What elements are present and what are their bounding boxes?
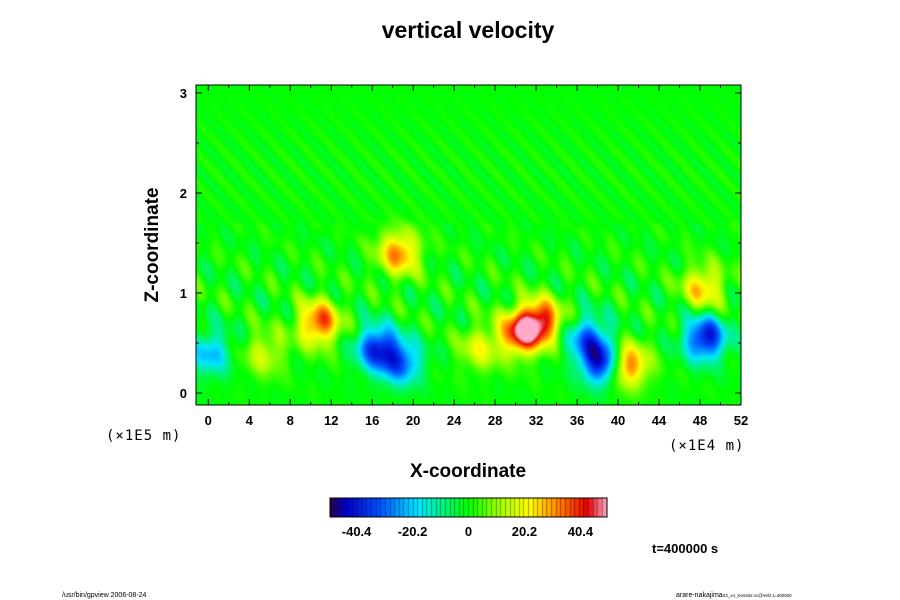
plot-frame — [195, 84, 742, 406]
y-tick-label: 3 — [180, 86, 187, 101]
x-tick-label: 44 — [652, 413, 667, 428]
chart-title: vertical velocity — [382, 17, 555, 43]
x-tick-label: 40 — [611, 413, 625, 428]
colorbar-tick-label: 0 — [465, 524, 472, 539]
y-scale-label: (×1E5 m) — [106, 428, 181, 444]
colorbar: -40.4 -20.2 0 20.2 40.4 — [329, 497, 608, 539]
footer-left: /usr/bin/gpview 2006-08-24 — [62, 592, 147, 599]
x-tick-label: 16 — [365, 413, 379, 428]
heatmap-field — [196, 85, 741, 405]
x-tick-label: 12 — [324, 413, 338, 428]
y-tick-label: 1 — [180, 286, 187, 301]
colorbar-gradient — [330, 498, 607, 517]
x-tick-label: 48 — [693, 413, 707, 428]
x-tick-label: 28 — [488, 413, 502, 428]
footer-right-main: arare-nakajima — [676, 592, 723, 599]
x-tick-label: 52 — [734, 413, 748, 428]
time-label: t=400000 s — [652, 541, 718, 556]
x-tick-label: 32 — [529, 413, 543, 428]
x-tick-label: 20 — [406, 413, 420, 428]
x-tick-label: 4 — [246, 413, 254, 428]
colorbar-tick-label: -20.2 — [398, 524, 428, 539]
y-tick-label: 2 — [180, 186, 187, 201]
y-axis: 0 1 2 3 — [180, 86, 741, 401]
x-tick-label: 8 — [287, 413, 294, 428]
x-scale-label: (×1E4 m) — [669, 438, 744, 454]
x-axis-label: X-coordinate — [410, 461, 526, 482]
colorbar-frame — [329, 497, 608, 518]
x-tick-label: 36 — [570, 413, 584, 428]
heatmap-plot-area — [195, 84, 742, 406]
colorbar-tick-label: -40.4 — [342, 524, 372, 539]
x-tick-label: 24 — [447, 413, 462, 428]
footer-right-small: 03_x4_Kessler.nc@Vel2,t=400000 — [723, 593, 792, 598]
footer-right: arare-nakajima03_x4_Kessler.nc@Vel2,t=40… — [676, 592, 792, 599]
y-axis-label: Z-coordinate — [142, 187, 163, 302]
colorbar-tick-label: 20.2 — [512, 524, 537, 539]
colorbar-tick-label: 40.4 — [568, 524, 594, 539]
y-tick-label: 0 — [180, 386, 187, 401]
x-axis: 0 4 8 12 16 20 24 28 32 36 40 44 48 52 — [205, 85, 748, 428]
x-tick-label: 0 — [205, 413, 212, 428]
